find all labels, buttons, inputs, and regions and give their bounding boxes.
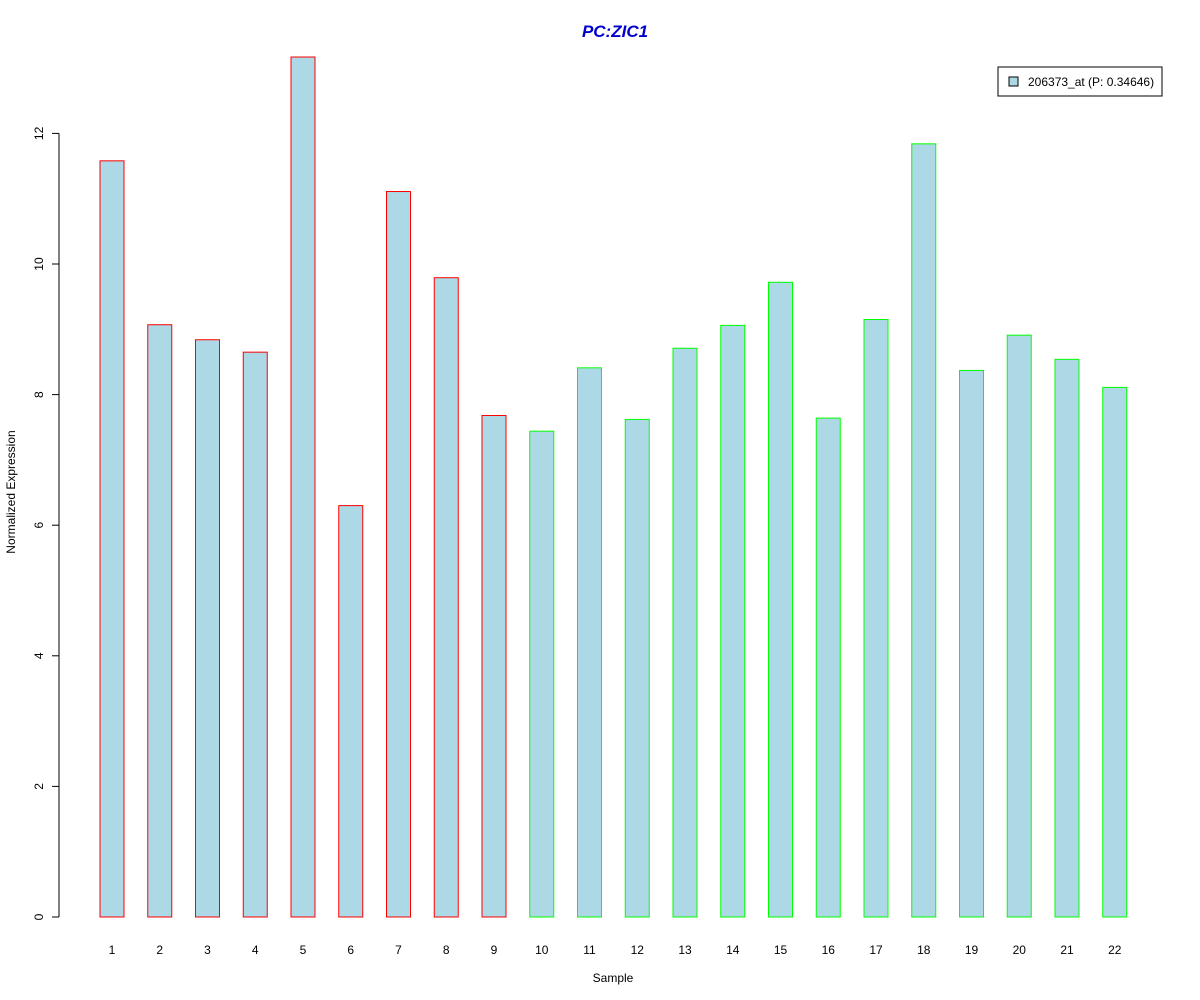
x-tick-label: 10	[535, 943, 549, 957]
y-tick-label: 10	[32, 257, 46, 271]
x-tick-label: 14	[726, 943, 740, 957]
x-tick-label: 2	[156, 943, 163, 957]
bar-sample-17	[863, 319, 889, 918]
y-tick-label: 4	[32, 652, 46, 659]
bar-sample-22	[1102, 386, 1128, 918]
x-tick-label: 11	[583, 943, 596, 957]
bar-sample-8	[433, 277, 459, 918]
bar-sample-7	[386, 191, 411, 918]
chart-title: PC:ZIC1	[582, 22, 648, 41]
bar-sample-12	[624, 418, 650, 918]
bar-sample-1	[99, 160, 125, 918]
x-tick-label: 13	[678, 943, 692, 957]
bar-sample-9	[481, 414, 507, 918]
legend: 206373_at (P: 0.34646)	[997, 66, 1163, 97]
x-tick-label: 8	[443, 943, 450, 957]
x-tick-label: 19	[965, 943, 979, 957]
x-tick-label: 5	[300, 943, 307, 957]
x-tick-labels: 1 2 3 4 5 6 7 8 9 10 11 12 13 14 15 16 17 18 19 20 21 22	[109, 943, 1122, 957]
x-tick-label: 15	[774, 943, 788, 957]
x-tick-label: 12	[631, 943, 645, 957]
bar-sample-2	[147, 324, 173, 918]
x-tick-label: 21	[1060, 943, 1074, 957]
x-axis-label: Sample	[593, 971, 634, 985]
bar-sample-10	[529, 430, 555, 918]
y-tick-label: 8	[32, 391, 46, 398]
bar-sample-6	[338, 505, 364, 918]
bar-sample-15	[768, 281, 793, 918]
x-tick-label: 7	[395, 943, 402, 957]
bar-sample-11	[577, 367, 602, 918]
x-tick-label: 16	[822, 943, 836, 957]
bar-sample-5	[290, 56, 316, 918]
bar-sample-20	[1006, 334, 1032, 918]
x-tick-label: 6	[347, 943, 354, 957]
bars	[99, 56, 1128, 918]
legend-box	[997, 66, 1163, 97]
x-tick-label: 9	[491, 943, 498, 957]
x-tick-label: 17	[869, 943, 883, 957]
bar-sample-19	[959, 369, 984, 918]
x-tick-label: 4	[252, 943, 259, 957]
y-tick-label: 12	[32, 126, 46, 140]
y-tick-label: 6	[32, 522, 46, 529]
x-tick-label: 1	[109, 943, 116, 957]
x-tick-label: 3	[204, 943, 211, 957]
bar-sample-13	[672, 347, 698, 918]
bar-sample-21	[1054, 358, 1080, 918]
x-tick-label: 20	[1013, 943, 1027, 957]
bar-sample-3	[195, 339, 220, 918]
y-axis-label: Normalized Expression	[4, 430, 18, 553]
bar-sample-4	[242, 351, 268, 918]
bar-sample-14	[720, 324, 746, 918]
x-tick-label: 22	[1108, 943, 1122, 957]
bar-sample-16	[815, 417, 841, 918]
x-tick-label: 18	[917, 943, 931, 957]
legend-swatch	[1008, 76, 1019, 87]
y-tick-label: 2	[32, 783, 46, 790]
y-tick-label: 0	[32, 913, 46, 920]
legend-label: 206373_at (P: 0.34646)	[1028, 75, 1154, 89]
y-ticks: 0 2 4 6 8 10 12	[32, 126, 59, 920]
bar-sample-18	[911, 143, 937, 918]
